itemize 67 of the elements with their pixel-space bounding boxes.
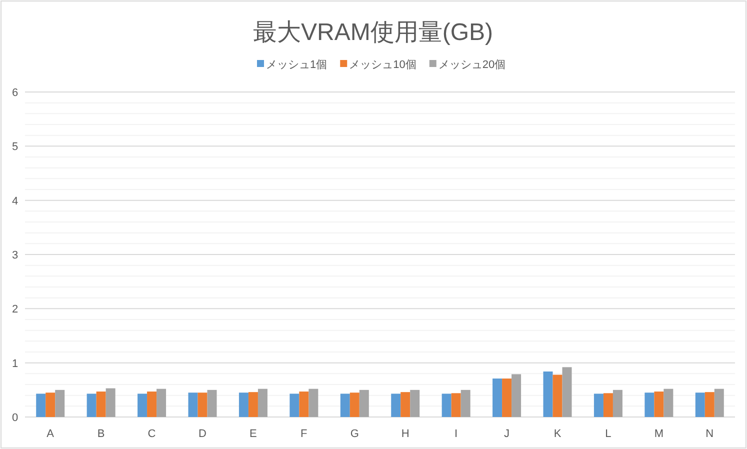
bar	[350, 392, 360, 417]
bar	[46, 392, 56, 417]
legend-label: メッシュ10個	[349, 59, 416, 71]
y-tick-label: 4	[12, 195, 18, 208]
x-tick-label: G	[350, 428, 359, 440]
bar	[704, 392, 714, 417]
y-tick-label: 2	[12, 304, 18, 316]
bar	[198, 392, 208, 417]
bar	[359, 390, 369, 417]
bar	[603, 393, 613, 417]
y-tick-label: 5	[12, 141, 18, 154]
bar	[562, 367, 572, 417]
bar	[106, 388, 116, 417]
x-tick-label: F	[300, 428, 308, 440]
bar	[258, 388, 268, 417]
x-tick-label: E	[250, 428, 257, 440]
x-tick-label: A	[46, 428, 55, 440]
bar	[55, 390, 65, 417]
bar	[207, 390, 217, 417]
bar	[96, 392, 106, 417]
bar	[594, 394, 604, 417]
x-tick-label: M	[654, 428, 664, 440]
y-tick-label: 3	[12, 250, 18, 262]
x-tick-label: H	[401, 428, 410, 440]
bar	[391, 394, 401, 417]
x-tick-label: N	[706, 428, 714, 440]
y-tick-label: 0	[12, 412, 18, 424]
bar	[543, 372, 553, 417]
bar	[460, 390, 470, 417]
x-tick-label: D	[198, 428, 207, 440]
bar	[664, 388, 674, 417]
y-tick-label: 1	[12, 358, 18, 370]
y-tick-label: 6	[12, 87, 18, 99]
bar	[147, 392, 157, 417]
bar	[410, 390, 420, 417]
bar	[188, 392, 198, 417]
legend-label: メッシュ20個	[438, 59, 506, 71]
bar	[248, 392, 258, 417]
bar	[238, 392, 248, 417]
bar	[644, 392, 654, 417]
bar	[340, 394, 350, 417]
bar	[156, 388, 166, 417]
bar	[714, 388, 724, 417]
bar	[36, 394, 46, 417]
x-tick-label: J	[504, 428, 510, 440]
bar	[299, 392, 309, 417]
bar	[138, 394, 148, 417]
legend-label: メッシュ1個	[266, 59, 328, 71]
chart-title: 最大VRAM使用量(GB)	[253, 19, 493, 46]
bar	[400, 392, 410, 417]
x-tick-label: C	[148, 428, 156, 440]
bar	[442, 394, 452, 417]
bar	[612, 390, 622, 417]
bar	[451, 393, 461, 417]
bar	[308, 388, 318, 417]
bar	[695, 392, 705, 417]
x-tick-label: L	[605, 428, 612, 440]
bar	[86, 394, 96, 417]
bar	[492, 378, 502, 417]
x-tick-label: K	[554, 428, 562, 440]
bar	[654, 392, 664, 417]
bar	[552, 374, 562, 417]
bar	[290, 394, 300, 417]
bar	[502, 378, 512, 417]
x-tick-label: I	[454, 428, 458, 440]
x-tick-label: B	[97, 428, 105, 440]
bar	[512, 374, 522, 417]
